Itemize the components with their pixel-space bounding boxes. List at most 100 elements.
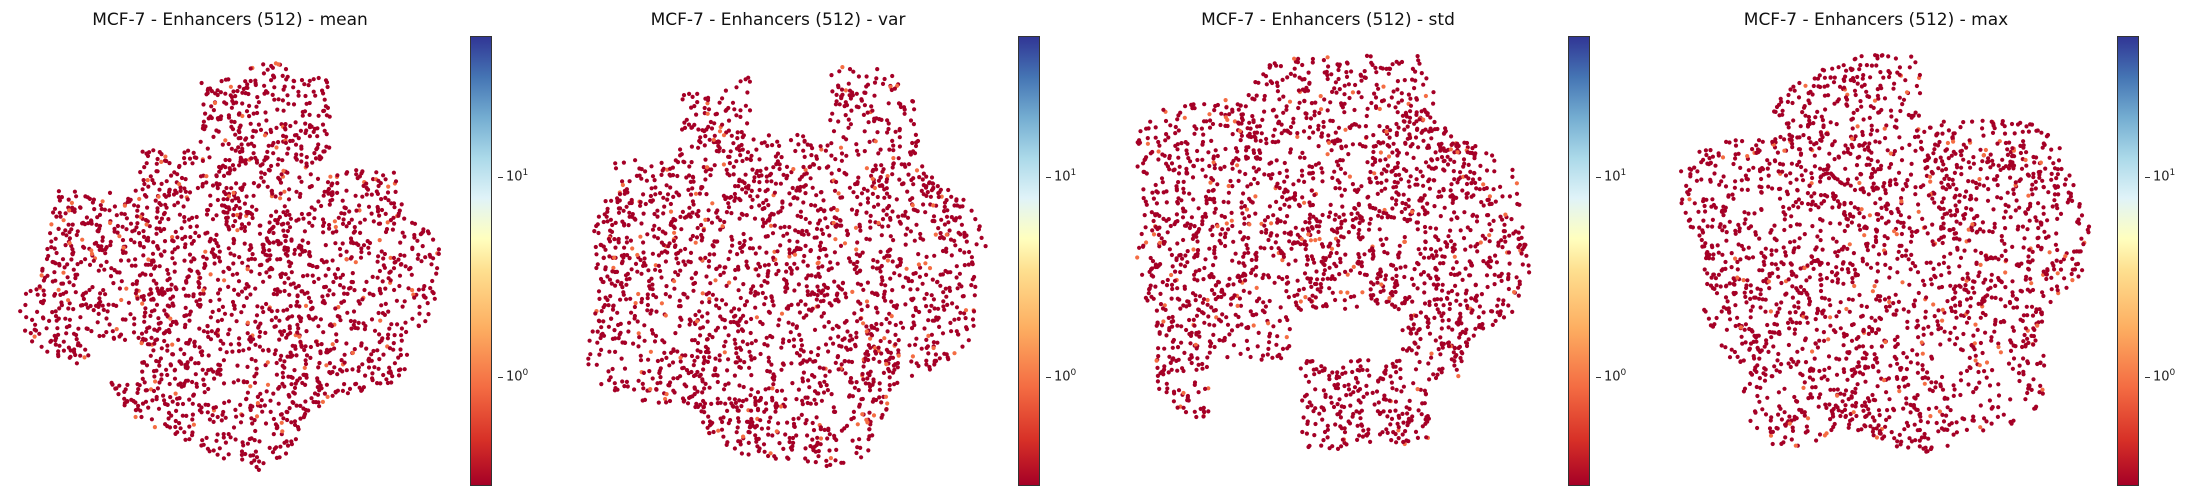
scatter-point [795, 239, 800, 244]
scatter-point [74, 361, 79, 366]
scatter-point [243, 451, 248, 457]
scatter-point [278, 444, 283, 449]
scatter-point [269, 63, 274, 69]
scatter-point [819, 147, 824, 152]
scatter-point [250, 215, 255, 221]
scatter-point [607, 254, 612, 259]
scatter-point [35, 309, 40, 314]
scatter-point [286, 101, 291, 106]
scatter-point [172, 203, 177, 208]
scatter-point [617, 192, 623, 197]
scatter-point [56, 226, 61, 231]
scatter-point [212, 376, 217, 381]
scatter-point [840, 281, 845, 286]
scatter-point [380, 336, 385, 341]
scatter-point [911, 182, 916, 187]
scatter-point [132, 322, 137, 327]
scatter-point [234, 181, 239, 186]
scatter-point [53, 236, 58, 241]
scatter-point [1221, 199, 1226, 204]
scatter-point [145, 205, 150, 210]
scatter-point [650, 174, 656, 179]
scatter-point [595, 340, 600, 345]
scatter-point [239, 310, 244, 315]
scatter-point [871, 204, 877, 209]
scatter-point [650, 198, 655, 203]
scatter-point [931, 340, 936, 345]
scatter-point [652, 211, 657, 217]
scatter-point [125, 382, 130, 387]
scatter-point [839, 362, 844, 367]
scatter-point [870, 382, 875, 387]
scatter-point [607, 239, 613, 244]
scatter-point [251, 111, 256, 116]
scatter-point [594, 265, 599, 271]
scatter-point [649, 186, 654, 191]
scatter-point [122, 396, 127, 401]
scatter-point [786, 320, 791, 325]
scatter-point [878, 147, 883, 152]
scatter-point [258, 223, 263, 228]
scatter-point [341, 285, 346, 290]
scatter-point [353, 382, 358, 387]
scatter-point [857, 253, 862, 259]
scatter-point [633, 158, 638, 163]
scatter-point [304, 155, 309, 160]
scatter-point [892, 367, 897, 372]
scatter-point [389, 380, 394, 385]
scatter-point [855, 181, 860, 186]
scatter-point [873, 291, 879, 296]
scatter-point [815, 352, 820, 358]
scatter-point [151, 348, 156, 353]
scatter-point [23, 302, 28, 308]
scatter-point [865, 196, 870, 201]
scatter-point [812, 374, 817, 379]
scatter-point [196, 279, 201, 285]
scatter-point [954, 197, 959, 202]
scatter-point [162, 210, 167, 216]
scatter-point [921, 202, 926, 207]
scatter-point [960, 294, 965, 299]
scatter-point [360, 297, 365, 302]
scatter-point [255, 401, 260, 406]
scatter-point [251, 193, 256, 198]
scatter-point [864, 210, 869, 215]
scatter-point [797, 188, 802, 193]
scatter-point [1173, 131, 1178, 136]
scatter-point [649, 308, 654, 313]
scatter-point [817, 381, 822, 386]
scatter-point [385, 380, 390, 386]
scatter-point [1207, 322, 1212, 327]
scatter-point [788, 330, 793, 335]
scatter-point [687, 205, 692, 210]
scatter-point [149, 291, 154, 296]
scatter-point [864, 166, 869, 171]
scatter-point [885, 206, 890, 211]
scatter-point [672, 279, 677, 284]
scatter-point [184, 313, 189, 318]
scatter-point [801, 148, 806, 153]
scatter-point [657, 370, 662, 376]
scatter-point [672, 225, 677, 230]
scatter-point [783, 397, 788, 402]
scatter-point [941, 236, 946, 241]
scatter-point [287, 406, 292, 411]
scatter-point [267, 168, 272, 173]
scatter-point [804, 418, 809, 423]
scatter-point [385, 336, 390, 341]
scatter-point [619, 356, 624, 361]
scatter-point [769, 211, 774, 216]
scatter-point [1269, 221, 1274, 226]
scatter-point [882, 187, 887, 192]
scatter-point [796, 282, 801, 287]
scatter-point [115, 223, 120, 229]
scatter-point [56, 354, 61, 359]
scatter-point [699, 300, 705, 305]
scatter-point [1520, 225, 1525, 230]
scatter-point [1196, 362, 1201, 367]
scatter-point [1408, 174, 1413, 179]
scatter-point [246, 221, 251, 226]
scatter-point [897, 128, 902, 133]
scatter-point [276, 140, 281, 145]
scatter-point [843, 371, 848, 376]
